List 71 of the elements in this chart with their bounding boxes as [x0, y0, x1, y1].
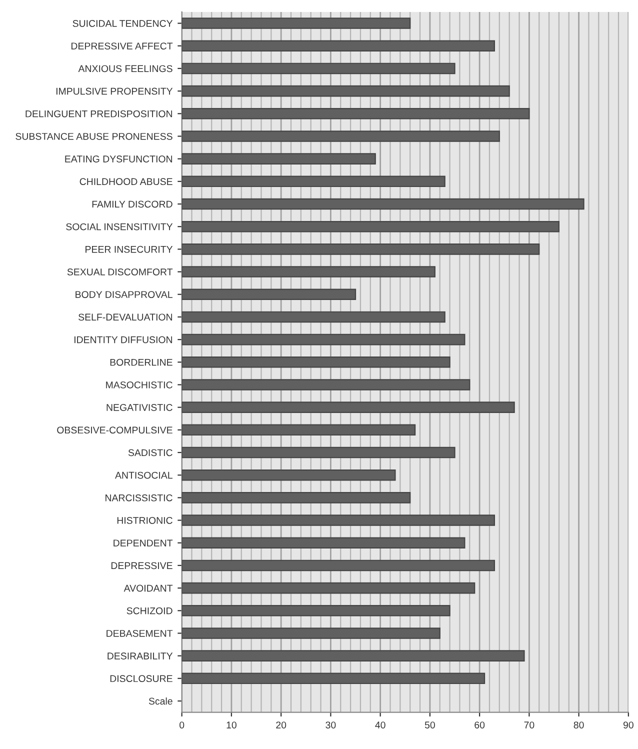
bar — [182, 605, 450, 616]
bar — [182, 198, 584, 210]
y-tick-label: IDENTITY DIFFUSION — [74, 336, 172, 344]
x-tick-label: 60 — [474, 722, 485, 728]
y-tick-label: DEPRESSIVE — [111, 562, 172, 570]
bar — [182, 469, 396, 481]
bar — [182, 537, 466, 549]
bar — [182, 176, 446, 188]
bar — [182, 130, 500, 142]
y-tick-label: MASOCHISTIC — [106, 381, 172, 388]
bar — [182, 402, 515, 413]
x-tick-label: 90 — [623, 722, 634, 728]
y-tick-label: Scale — [148, 697, 172, 705]
y-tick-label: DESIRABILITY — [108, 652, 173, 660]
bar — [182, 446, 456, 458]
y-tick-label: ANXIOUS FEELINGS — [78, 65, 172, 72]
y-tick-label: SADISTIC — [128, 449, 172, 456]
x-tick-label: 50 — [424, 722, 435, 728]
bar — [182, 628, 440, 639]
bar — [182, 18, 411, 29]
bar — [182, 40, 496, 52]
y-tick-label: FAMILY DISCORD — [92, 200, 172, 208]
bar — [182, 108, 530, 120]
y-tick-label: SUBSTANCE ABUSE PRONENESS — [16, 132, 172, 140]
y-tick-label: DISCLOSURE — [110, 675, 172, 682]
x-tick-label: 70 — [524, 722, 534, 728]
bar — [182, 560, 496, 572]
y-tick-label: OBSESIVE-COMPULSIVE — [57, 426, 172, 434]
bar — [182, 311, 446, 323]
bar — [182, 379, 470, 390]
y-tick-label: DEPRESSIVE AFFECT — [71, 42, 173, 50]
y-tick-label: PEER INSECURITY — [86, 246, 173, 253]
y-tick-label: SELF-DEVALUATION — [78, 314, 172, 321]
y-tick-label: DEBASEMENT — [106, 630, 173, 637]
y-tick-label: HISTRIONIC — [117, 517, 172, 524]
y-tick-label: NEGATIVISTIC — [106, 404, 172, 411]
bar — [182, 85, 510, 97]
bar — [182, 266, 436, 278]
y-tick-label: SEXUAL DISCOMFORT — [67, 268, 173, 276]
x-tick-label: 20 — [276, 722, 286, 728]
bar — [182, 153, 376, 164]
bar — [182, 356, 450, 368]
y-tick-label: DEPENDENT — [114, 540, 173, 546]
y-tick-label: EATING DYSFUNCTION — [65, 156, 172, 162]
bar — [182, 62, 456, 74]
y-tick-label: BODY DISAPPROVAL — [76, 291, 172, 298]
x-tick-label: 30 — [326, 722, 336, 728]
bar — [182, 650, 525, 662]
y-tick-label: BORDERLINE — [110, 358, 172, 366]
bar — [182, 424, 416, 436]
y-tick-label: SCHIZOID — [126, 607, 172, 614]
y-tick-label: SOCIAL INSENSITIVITY — [66, 223, 173, 230]
bar — [182, 492, 411, 504]
bar — [182, 514, 496, 526]
y-tick-label: SUICIDAL TENDENCY — [72, 20, 173, 27]
bar — [182, 220, 560, 232]
x-tick-label: 80 — [574, 722, 584, 728]
x-tick-label: 0 — [180, 722, 184, 728]
x-tick-label: 10 — [226, 722, 236, 728]
y-tick-label: ANTISOCIAL — [115, 472, 172, 479]
x-tick-label: 40 — [375, 722, 386, 728]
y-tick-label: DELINGUENT PREDISPOSITION — [26, 110, 172, 118]
y-tick-label: CHILDHOOD ABUSE — [80, 178, 172, 186]
bar — [182, 582, 476, 594]
bar — [182, 244, 540, 255]
bar — [182, 672, 486, 684]
y-tick-label: NARCISSISTIC — [106, 494, 172, 502]
y-tick-label: AVOIDANT — [124, 584, 173, 592]
bar — [182, 334, 466, 346]
y-tick-label: IMPULSIVE PROPENSITY — [56, 88, 173, 95]
bar — [182, 288, 356, 300]
